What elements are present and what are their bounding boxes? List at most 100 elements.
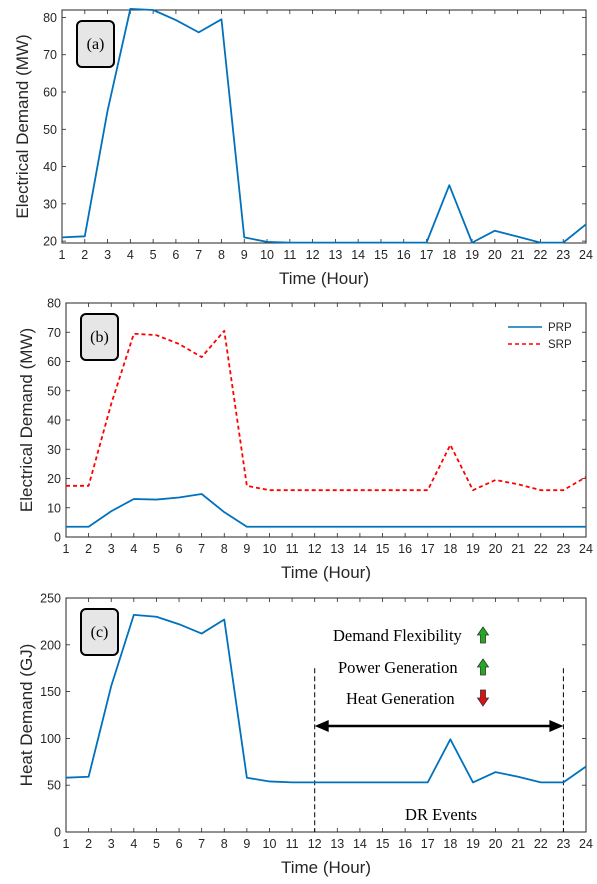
dr-span-arrow-left-head (314, 720, 329, 732)
y-tick-label: 50 (47, 384, 61, 398)
x-tick-label: 20 (488, 248, 502, 262)
y-tick-label: 80 (47, 297, 61, 311)
x-tick-label: 17 (420, 248, 434, 262)
x-tick-label: 10 (260, 248, 274, 262)
y-tick-label: 70 (43, 48, 57, 62)
x-tick-label: 17 (421, 542, 435, 556)
y-tick-label: 70 (47, 326, 61, 340)
y-tick-label: 20 (43, 235, 57, 249)
y-tick-label: 80 (43, 11, 57, 25)
panel-tag-box (76, 20, 115, 68)
series-line-srp (66, 329, 587, 492)
x-tick-label: 18 (443, 837, 457, 851)
y-tick-label: 50 (47, 779, 61, 793)
x-tick-label: 3 (108, 542, 115, 556)
x-tick-label: 3 (104, 248, 111, 262)
x-tick-label: 8 (221, 542, 228, 556)
x-tick-label: 23 (556, 248, 570, 262)
heat-generation-down-arrow-icon (476, 689, 490, 707)
x-tick-label: 24 (579, 837, 593, 851)
x-tick-label: 7 (195, 248, 202, 262)
y-tick-label: 50 (43, 123, 57, 137)
x-tick-label: 1 (59, 248, 66, 262)
x-tick-label: 14 (351, 248, 365, 262)
x-tick-label: 20 (489, 542, 503, 556)
x-tick-label: 14 (353, 837, 367, 851)
x-tick-label: 2 (81, 248, 88, 262)
y-tick-label: 200 (40, 638, 61, 652)
x-tick-label: 4 (130, 542, 137, 556)
x-tick-label: 13 (330, 837, 344, 851)
x-axis-label: Time (Hour) (281, 858, 371, 877)
power-generation-up-arrow-icon (476, 658, 490, 676)
x-tick-label: 6 (172, 248, 179, 262)
x-tick-label: 12 (308, 837, 322, 851)
y-axis-label: Heat Demand (GJ) (17, 644, 36, 787)
y-tick-label: 30 (47, 443, 61, 457)
x-tick-label: 9 (243, 542, 250, 556)
x-tick-label: 7 (198, 542, 205, 556)
x-tick-label: 21 (511, 837, 525, 851)
x-tick-label: 2 (85, 542, 92, 556)
legend-label-srp: SRP (548, 339, 572, 351)
demand-flexibility-label: Demand Flexibility (333, 626, 463, 645)
panel-tag-box (80, 313, 119, 361)
x-tick-label: 22 (534, 837, 548, 851)
heat-generation-label: Heat Generation (346, 689, 455, 708)
x-tick-label: 3 (108, 837, 115, 851)
x-tick-label: 6 (176, 837, 183, 851)
x-tick-label: 20 (489, 837, 503, 851)
x-tick-label: 8 (218, 248, 225, 262)
x-tick-label: 1 (63, 542, 70, 556)
demand-flexibility-up-arrow-icon (476, 626, 490, 644)
x-tick-label: 23 (556, 837, 570, 851)
x-tick-label: 22 (533, 248, 547, 262)
x-tick-label: 11 (286, 542, 299, 556)
x-tick-label: 24 (579, 248, 593, 262)
x-tick-label: 11 (286, 837, 299, 851)
x-tick-label: 14 (353, 542, 367, 556)
x-tick-label: 12 (306, 248, 320, 262)
panel-tag-label: (b) (90, 329, 109, 346)
chart-panel-3: 1 2 3 4 5 6 7 8 9 10 11 12 13 14 15 16 17 18 19 20 21 22 23 240… (17, 592, 593, 878)
x-tick-label: 19 (466, 837, 480, 851)
x-tick-label: 7 (198, 837, 205, 851)
x-tick-label: 21 (511, 542, 525, 556)
legend-label-prp: PRP (548, 322, 572, 334)
x-tick-label: 22 (534, 542, 548, 556)
x-tick-label: 18 (443, 542, 457, 556)
x-tick-label: 9 (243, 837, 250, 851)
x-tick-label: 21 (511, 248, 525, 262)
x-tick-label: 10 (263, 837, 277, 851)
y-axis-label: Electrical Demand (MW) (13, 34, 32, 218)
series-line-1 (61, 7, 587, 244)
x-tick-label: 6 (176, 542, 183, 556)
y-tick-label: 250 (40, 592, 61, 606)
y-tick-label: 0 (54, 826, 61, 840)
chart-panel-1: 1 2 3 4 5 6 7 8 9 10 11 12 13 14 15 16 17 18 19 20 21 22 23 242… (13, 7, 593, 288)
y-tick-label: 150 (40, 685, 61, 699)
x-tick-label: 4 (127, 248, 134, 262)
x-axis-label: Time (Hour) (281, 563, 371, 582)
y-axis-label: Electrical Demand (MW) (17, 328, 36, 512)
x-tick-label: 16 (398, 542, 412, 556)
dr-events-label: DR Events (405, 805, 477, 824)
power-generation-label: Power Generation (338, 658, 458, 677)
y-tick-label: 10 (47, 501, 61, 515)
x-tick-label: 17 (421, 837, 435, 851)
x-tick-label: 19 (466, 542, 480, 556)
series-line-1 (65, 613, 587, 784)
x-tick-label: 15 (376, 542, 390, 556)
panel-tag-label: (a) (87, 36, 105, 53)
x-tick-label: 4 (130, 837, 137, 851)
plot-area (65, 597, 587, 833)
x-tick-label: 1 (63, 837, 70, 851)
panel-tag-box (80, 608, 119, 656)
x-tick-label: 9 (241, 248, 248, 262)
x-tick-label: 15 (374, 248, 388, 262)
x-tick-label: 13 (330, 542, 344, 556)
y-tick-label: 0 (54, 531, 61, 545)
y-tick-label: 40 (47, 414, 61, 428)
chart-panel-2: 1 2 3 4 5 6 7 8 9 10 11 12 13 14 15 16 17 18 19 20 21 22 23 240… (17, 297, 593, 583)
